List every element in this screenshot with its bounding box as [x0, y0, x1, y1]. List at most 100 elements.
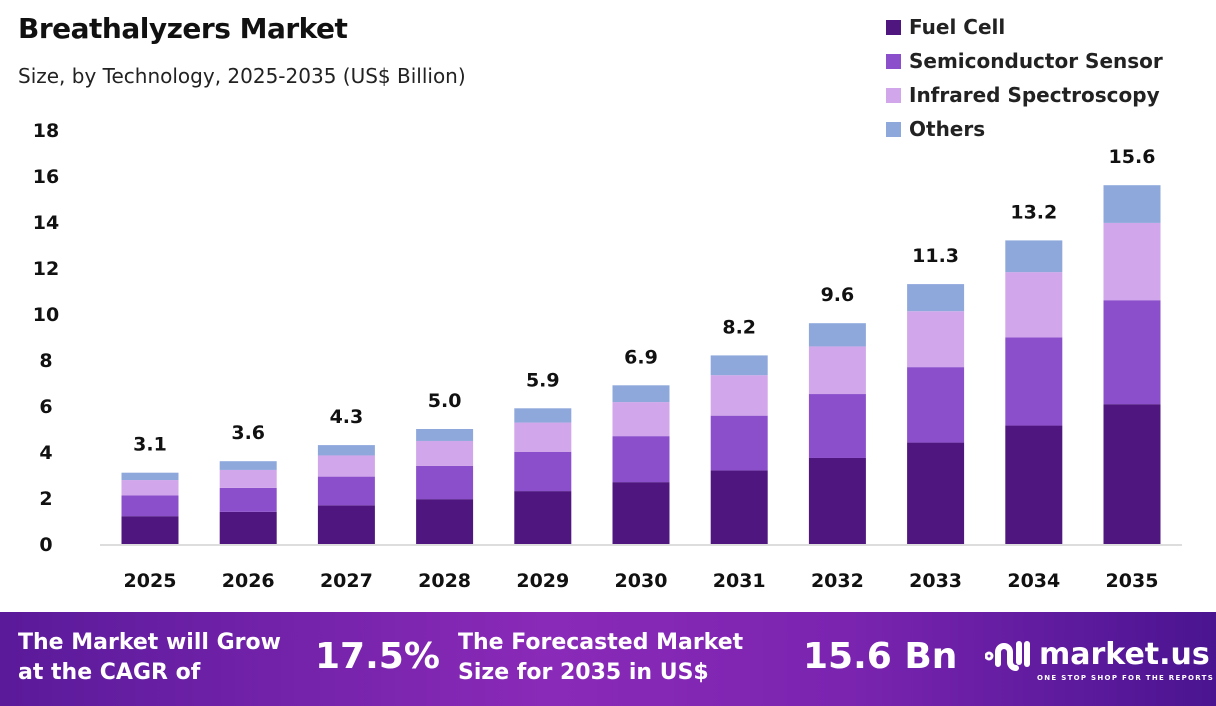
bar-segment-semiconductor-sensor — [612, 436, 670, 483]
bar-segment-others — [416, 429, 474, 441]
bar-segment-infrared-spectroscopy — [808, 346, 866, 395]
total-data-label: 5.0 — [428, 390, 462, 412]
legend: Fuel Cell Semiconductor Sensor Infrared … — [886, 10, 1163, 146]
legend-label: Infrared Spectroscopy — [909, 83, 1160, 107]
bar-segment-infrared-spectroscopy — [907, 311, 965, 368]
bar-segment-semiconductor-sensor — [514, 451, 572, 492]
legend-item-infrared: Infrared Spectroscopy — [886, 78, 1163, 112]
chart-subtitle: Size, by Technology, 2025-2035 (US$ Bill… — [18, 64, 466, 88]
logo-name: market.us — [1039, 636, 1210, 672]
y-tick-label: 4 — [39, 442, 52, 464]
bar-segment-fuel-cell — [710, 470, 768, 544]
bar-segment-infrared-spectroscopy — [317, 455, 375, 477]
legend-item-semiconductor: Semiconductor Sensor — [886, 44, 1163, 78]
y-tick-label: 10 — [33, 304, 59, 326]
y-tick-label: 0 — [39, 534, 52, 556]
x-tick-label: 2033 — [909, 570, 962, 592]
x-tick-label: 2034 — [1007, 570, 1060, 592]
x-tick-label: 2028 — [418, 570, 471, 592]
x-tick-label: 2035 — [1106, 570, 1159, 592]
x-tick-label: 2029 — [516, 570, 569, 592]
bar-segment-others — [121, 472, 179, 481]
total-data-label: 9.6 — [821, 284, 855, 306]
bar-segment-fuel-cell — [416, 499, 474, 544]
total-data-label: 5.9 — [526, 369, 560, 391]
bar-segment-fuel-cell — [514, 491, 572, 544]
total-data-label: 6.9 — [624, 346, 658, 368]
bar-segment-semiconductor-sensor — [710, 415, 768, 471]
y-tick-label: 14 — [33, 212, 59, 234]
bar-segment-infrared-spectroscopy — [1005, 272, 1063, 338]
cagr-text: The Market will Grow at the CAGR of — [18, 630, 281, 685]
bar-segment-others — [1005, 240, 1063, 273]
bar-segment-fuel-cell — [121, 516, 179, 544]
x-tick-label: 2031 — [713, 570, 766, 592]
bar-segment-fuel-cell — [1005, 425, 1063, 544]
y-tick-label: 12 — [33, 258, 59, 280]
y-tick-label: 16 — [33, 166, 59, 188]
market-us-logo: market.us ONE STOP SHOP FOR THE REPORTS — [985, 634, 1213, 682]
forecast-value: 15.6 Bn — [803, 636, 958, 677]
total-data-label: 15.6 — [1109, 146, 1156, 168]
y-tick-label: 2 — [39, 488, 52, 510]
bar-segment-others — [808, 323, 866, 347]
legend-label: Fuel Cell — [909, 15, 1006, 39]
bar-segment-semiconductor-sensor — [219, 487, 277, 512]
footer-banner: The Market will Grow at the CAGR of 17.5… — [0, 612, 1216, 706]
total-data-label: 11.3 — [912, 245, 959, 267]
y-tick-label: 6 — [39, 396, 52, 418]
total-data-label: 3.1 — [133, 434, 167, 456]
bar-chart: 0 2 4 6 8 10 12 14 16 18 2025 3.1 2026 3.6 2027 4.3 2028… — [33, 120, 1182, 592]
bar-segment-fuel-cell — [1103, 404, 1161, 544]
x-tick-label: 2025 — [124, 570, 177, 592]
bar-segment-others — [907, 284, 965, 312]
x-tick-label: 2032 — [811, 570, 864, 592]
bar-segment-infrared-spectroscopy — [612, 402, 670, 437]
logo-tagline: ONE STOP SHOP FOR THE REPORTS — [1037, 674, 1215, 682]
bar-segment-semiconductor-sensor — [808, 394, 866, 458]
y-tick-label: 18 — [33, 120, 59, 142]
bar-segment-others — [514, 408, 572, 423]
bar-segment-semiconductor-sensor — [317, 476, 375, 506]
forecast-text: The Forecasted Market Size for 2035 in U… — [458, 630, 744, 685]
legend-swatch — [886, 53, 901, 69]
bar-segment-semiconductor-sensor — [907, 367, 965, 443]
bar-segment-fuel-cell — [612, 482, 670, 544]
bar-segment-infrared-spectroscopy — [710, 375, 768, 416]
bar-segment-fuel-cell — [907, 442, 965, 544]
bar-segment-fuel-cell — [317, 505, 375, 544]
total-data-label: 13.2 — [1010, 201, 1057, 223]
bar-segment-semiconductor-sensor — [121, 495, 179, 517]
bar-segment-others — [219, 461, 277, 470]
bar-segment-infrared-spectroscopy — [514, 422, 572, 452]
legend-swatch — [886, 19, 901, 35]
bar-segment-semiconductor-sensor — [416, 465, 474, 500]
bar-segment-fuel-cell — [219, 511, 277, 544]
bar-segment-others — [1103, 185, 1161, 223]
x-tick-label: 2027 — [320, 570, 373, 592]
bar-segment-semiconductor-sensor — [1005, 337, 1063, 426]
legend-label: Others — [909, 117, 986, 141]
legend-swatch — [886, 87, 901, 103]
bar-segment-semiconductor-sensor — [1103, 300, 1161, 405]
x-tick-label: 2026 — [222, 570, 275, 592]
total-data-label: 4.3 — [330, 406, 364, 428]
cagr-value: 17.5% — [315, 636, 440, 677]
total-data-label: 8.2 — [722, 316, 756, 338]
total-data-label: 3.6 — [231, 422, 265, 444]
logo-icon — [985, 641, 1030, 671]
bar-segment-infrared-spectroscopy — [121, 480, 179, 496]
bar-segment-others — [317, 445, 375, 456]
bar-segment-infrared-spectroscopy — [1103, 222, 1161, 301]
legend-item-others: Others — [886, 112, 1163, 146]
x-tick-label: 2030 — [615, 570, 668, 592]
legend-swatch — [886, 121, 901, 137]
bar-segment-infrared-spectroscopy — [219, 469, 277, 488]
bar-segment-fuel-cell — [808, 457, 866, 544]
y-tick-label: 8 — [39, 350, 52, 372]
legend-item-fuel-cell: Fuel Cell — [886, 10, 1163, 44]
bar-segment-infrared-spectroscopy — [416, 440, 474, 466]
bar-segment-others — [612, 385, 670, 403]
bar-segment-others — [710, 355, 768, 376]
legend-label: Semiconductor Sensor — [909, 49, 1163, 73]
